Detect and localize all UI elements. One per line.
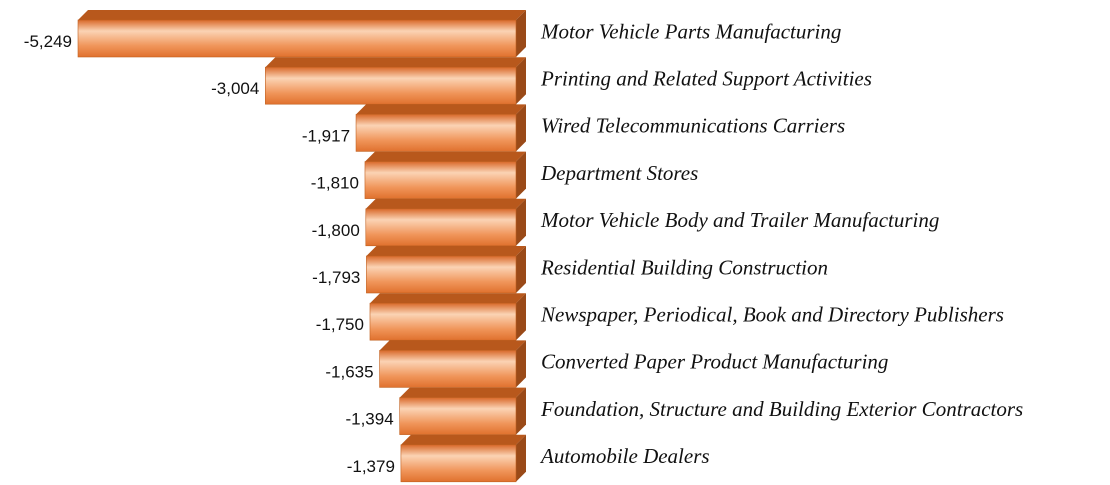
bar-side xyxy=(516,340,526,388)
category-label: Wired Telecommunications Carriers xyxy=(541,114,845,138)
category-label: Newspaper, Periodical, Book and Director… xyxy=(540,303,1004,327)
category-label: Printing and Related Support Activities xyxy=(540,67,872,91)
bar-top xyxy=(364,151,526,162)
bar xyxy=(366,246,526,294)
bar-front xyxy=(366,255,517,294)
bar-top xyxy=(379,340,526,351)
bar-side xyxy=(516,104,526,152)
bar-front xyxy=(365,208,517,247)
bar-front xyxy=(400,444,517,483)
value-label: -5,249 xyxy=(24,32,72,51)
value-label: -1,793 xyxy=(312,268,360,287)
bar-top xyxy=(400,434,526,445)
bar-side xyxy=(516,434,526,482)
value-label: -3,004 xyxy=(211,79,259,98)
bar-side xyxy=(516,57,526,105)
bar-front xyxy=(399,397,517,435)
bar-side xyxy=(516,293,526,341)
bar-front xyxy=(265,66,517,105)
bar xyxy=(364,151,526,199)
bar-top xyxy=(78,10,526,20)
bar-top xyxy=(366,246,526,256)
bar-front xyxy=(364,161,517,199)
value-label: -1,379 xyxy=(347,457,395,476)
bar-side xyxy=(516,10,526,57)
bar-side xyxy=(516,246,526,293)
bar-side xyxy=(516,387,526,435)
category-label: Motor Vehicle Parts Manufacturing xyxy=(540,19,841,43)
category-label: Automobile Dealers xyxy=(539,444,710,468)
category-label: Motor Vehicle Body and Trailer Manufactu… xyxy=(540,208,939,232)
category-label: Foundation, Structure and Building Exter… xyxy=(540,397,1023,421)
bar xyxy=(400,434,526,483)
bar xyxy=(379,340,526,388)
value-label: -1,394 xyxy=(345,410,393,429)
bar xyxy=(365,198,526,247)
bar-side xyxy=(516,198,526,246)
value-label: -1,917 xyxy=(302,126,350,145)
value-label: -1,810 xyxy=(311,174,359,193)
bar-front xyxy=(77,19,517,58)
bar xyxy=(369,293,526,341)
bar-top xyxy=(365,198,526,209)
bar-top xyxy=(356,104,526,115)
bar-front xyxy=(369,302,517,341)
bar-front xyxy=(379,350,517,388)
bar-top xyxy=(265,57,526,68)
category-label: Residential Building Construction xyxy=(540,255,828,279)
bar-side xyxy=(516,151,526,199)
category-label: Converted Paper Product Manufacturing xyxy=(541,350,888,374)
category-label: Department Stores xyxy=(540,161,698,185)
bar xyxy=(355,104,526,152)
bar xyxy=(265,57,526,105)
bar-front xyxy=(355,114,517,152)
bar-top xyxy=(369,293,526,304)
value-label: -1,800 xyxy=(312,221,360,240)
value-label: -1,635 xyxy=(325,362,373,381)
value-label: -1,750 xyxy=(316,315,364,334)
bar-top xyxy=(399,387,526,398)
bar xyxy=(77,10,526,58)
bar xyxy=(399,387,526,435)
